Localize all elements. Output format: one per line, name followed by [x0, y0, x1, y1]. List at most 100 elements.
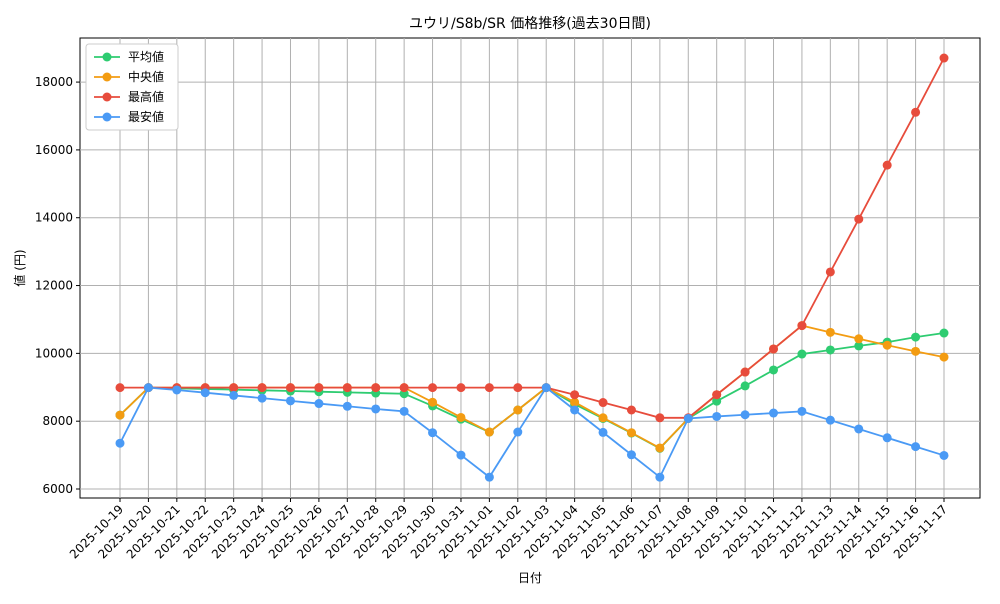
point — [797, 349, 807, 359]
y-tick-label: 14000 — [35, 211, 73, 225]
point — [825, 345, 835, 355]
legend-label: 最安値 — [128, 109, 164, 124]
y-axis-label: 値 (円) — [12, 249, 27, 286]
y-tick-label: 18000 — [35, 75, 73, 89]
point — [570, 405, 580, 415]
point — [939, 352, 949, 362]
point — [854, 334, 864, 344]
point — [229, 390, 239, 400]
point — [428, 383, 438, 393]
point — [769, 408, 779, 418]
point — [626, 450, 636, 460]
legend-label: 中央値 — [128, 69, 164, 84]
point — [825, 267, 835, 277]
y-tick-label: 10000 — [35, 346, 73, 360]
point — [797, 406, 807, 416]
point — [769, 344, 779, 354]
point — [428, 428, 438, 438]
point — [598, 413, 608, 423]
point — [712, 411, 722, 421]
point — [371, 404, 381, 414]
point — [257, 393, 267, 403]
point — [257, 383, 267, 393]
point — [598, 398, 608, 408]
point — [939, 53, 949, 63]
point — [655, 443, 665, 453]
point — [456, 383, 466, 393]
point — [428, 397, 438, 407]
legend-marker — [102, 112, 112, 122]
point — [712, 396, 722, 406]
point — [456, 412, 466, 422]
point — [570, 390, 580, 400]
point — [825, 327, 835, 337]
series-line — [120, 57, 945, 419]
point — [342, 383, 352, 393]
point — [115, 438, 125, 448]
point — [854, 341, 864, 351]
x-axis-label: 日付 — [518, 571, 542, 585]
point — [655, 413, 665, 423]
point — [911, 107, 921, 117]
y-tick-label: 16000 — [35, 143, 73, 157]
point — [314, 383, 324, 393]
y-tick-label: 12000 — [35, 279, 73, 293]
point — [541, 383, 551, 393]
point — [740, 367, 750, 377]
point — [513, 405, 523, 415]
point — [882, 160, 892, 170]
point — [626, 405, 636, 415]
legend-marker — [102, 92, 112, 102]
point — [797, 321, 807, 331]
point — [484, 427, 494, 437]
y-tick-label: 8000 — [42, 414, 73, 428]
legend-label: 平均値 — [128, 49, 164, 64]
point — [626, 428, 636, 438]
point — [342, 401, 352, 411]
point — [683, 413, 693, 423]
point — [115, 383, 125, 393]
point — [285, 383, 295, 393]
point — [285, 396, 295, 406]
series-line — [119, 386, 945, 479]
legend-box — [85, 43, 179, 131]
point — [712, 390, 722, 400]
point — [854, 424, 864, 434]
point — [598, 427, 608, 437]
series-line — [119, 332, 945, 450]
point — [769, 365, 779, 375]
point — [911, 442, 921, 452]
point — [513, 427, 523, 437]
point — [229, 383, 239, 393]
point — [143, 383, 153, 393]
legend-marker — [102, 72, 112, 82]
legend-marker — [102, 52, 112, 62]
point — [882, 340, 892, 350]
point — [570, 397, 580, 407]
point — [825, 415, 835, 425]
point — [484, 472, 494, 482]
point — [740, 381, 750, 391]
plot-frame — [79, 37, 981, 499]
point — [911, 332, 921, 342]
point — [854, 214, 864, 224]
point — [939, 450, 949, 460]
point — [655, 472, 665, 482]
point — [399, 383, 409, 393]
point — [200, 388, 210, 398]
point — [740, 410, 750, 420]
point — [484, 383, 494, 393]
chart-title: ユウリ/S8b/SR 価格推移(過去30日間) — [409, 16, 651, 32]
legend-label: 最高値 — [128, 89, 164, 104]
y-tick-label: 6000 — [42, 482, 73, 496]
point — [399, 406, 409, 416]
point — [882, 433, 892, 443]
point — [172, 385, 182, 395]
point — [456, 450, 466, 460]
point — [314, 399, 324, 409]
point — [513, 383, 523, 393]
point — [371, 383, 381, 393]
point — [115, 410, 125, 420]
point — [939, 328, 949, 338]
